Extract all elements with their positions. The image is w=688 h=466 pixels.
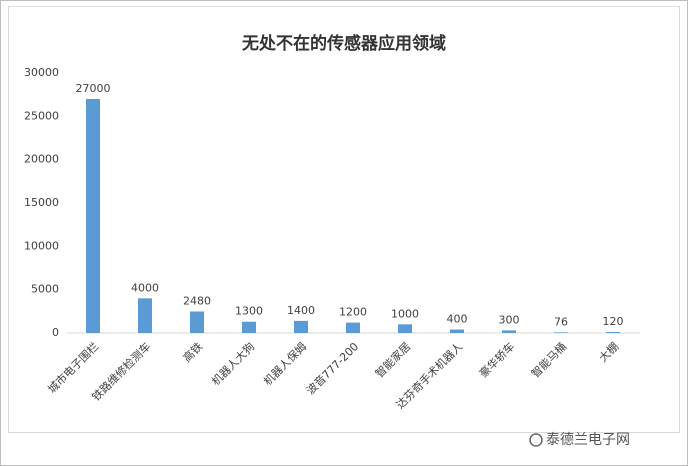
y-tick-label: 20000 bbox=[24, 153, 59, 166]
chart-title: 无处不在的传感器应用领域 bbox=[241, 33, 446, 54]
data-label: 1300 bbox=[235, 305, 263, 318]
y-tick-label: 0 bbox=[52, 326, 59, 339]
y-tick-label: 10000 bbox=[24, 239, 59, 252]
bar bbox=[346, 322, 360, 333]
data-label: 1400 bbox=[287, 304, 315, 317]
y-tick-label: 5000 bbox=[31, 283, 59, 296]
bar bbox=[502, 330, 516, 333]
y-tick-label: 25000 bbox=[24, 109, 59, 122]
data-label: 120 bbox=[603, 315, 624, 328]
bar bbox=[242, 321, 256, 333]
bar bbox=[398, 324, 412, 333]
data-label: 400 bbox=[447, 313, 468, 326]
bar bbox=[138, 298, 152, 333]
watermark: 泰德兰电子网 bbox=[546, 432, 630, 448]
bar bbox=[606, 331, 620, 333]
data-label: 27000 bbox=[76, 82, 111, 95]
bar bbox=[86, 99, 100, 333]
data-label: 2480 bbox=[183, 295, 211, 308]
bar bbox=[450, 329, 464, 333]
data-label: 76 bbox=[554, 315, 568, 328]
data-label: 1000 bbox=[391, 307, 419, 320]
chart-area bbox=[8, 6, 680, 433]
data-label: 1200 bbox=[339, 306, 367, 319]
y-tick-label: 30000 bbox=[24, 66, 59, 79]
bar bbox=[294, 320, 308, 333]
data-label: 300 bbox=[499, 313, 520, 326]
data-label: 4000 bbox=[131, 281, 159, 294]
bar bbox=[554, 332, 568, 333]
bar bbox=[190, 311, 204, 333]
y-tick-label: 15000 bbox=[24, 196, 59, 209]
watermark-icon bbox=[529, 433, 543, 447]
